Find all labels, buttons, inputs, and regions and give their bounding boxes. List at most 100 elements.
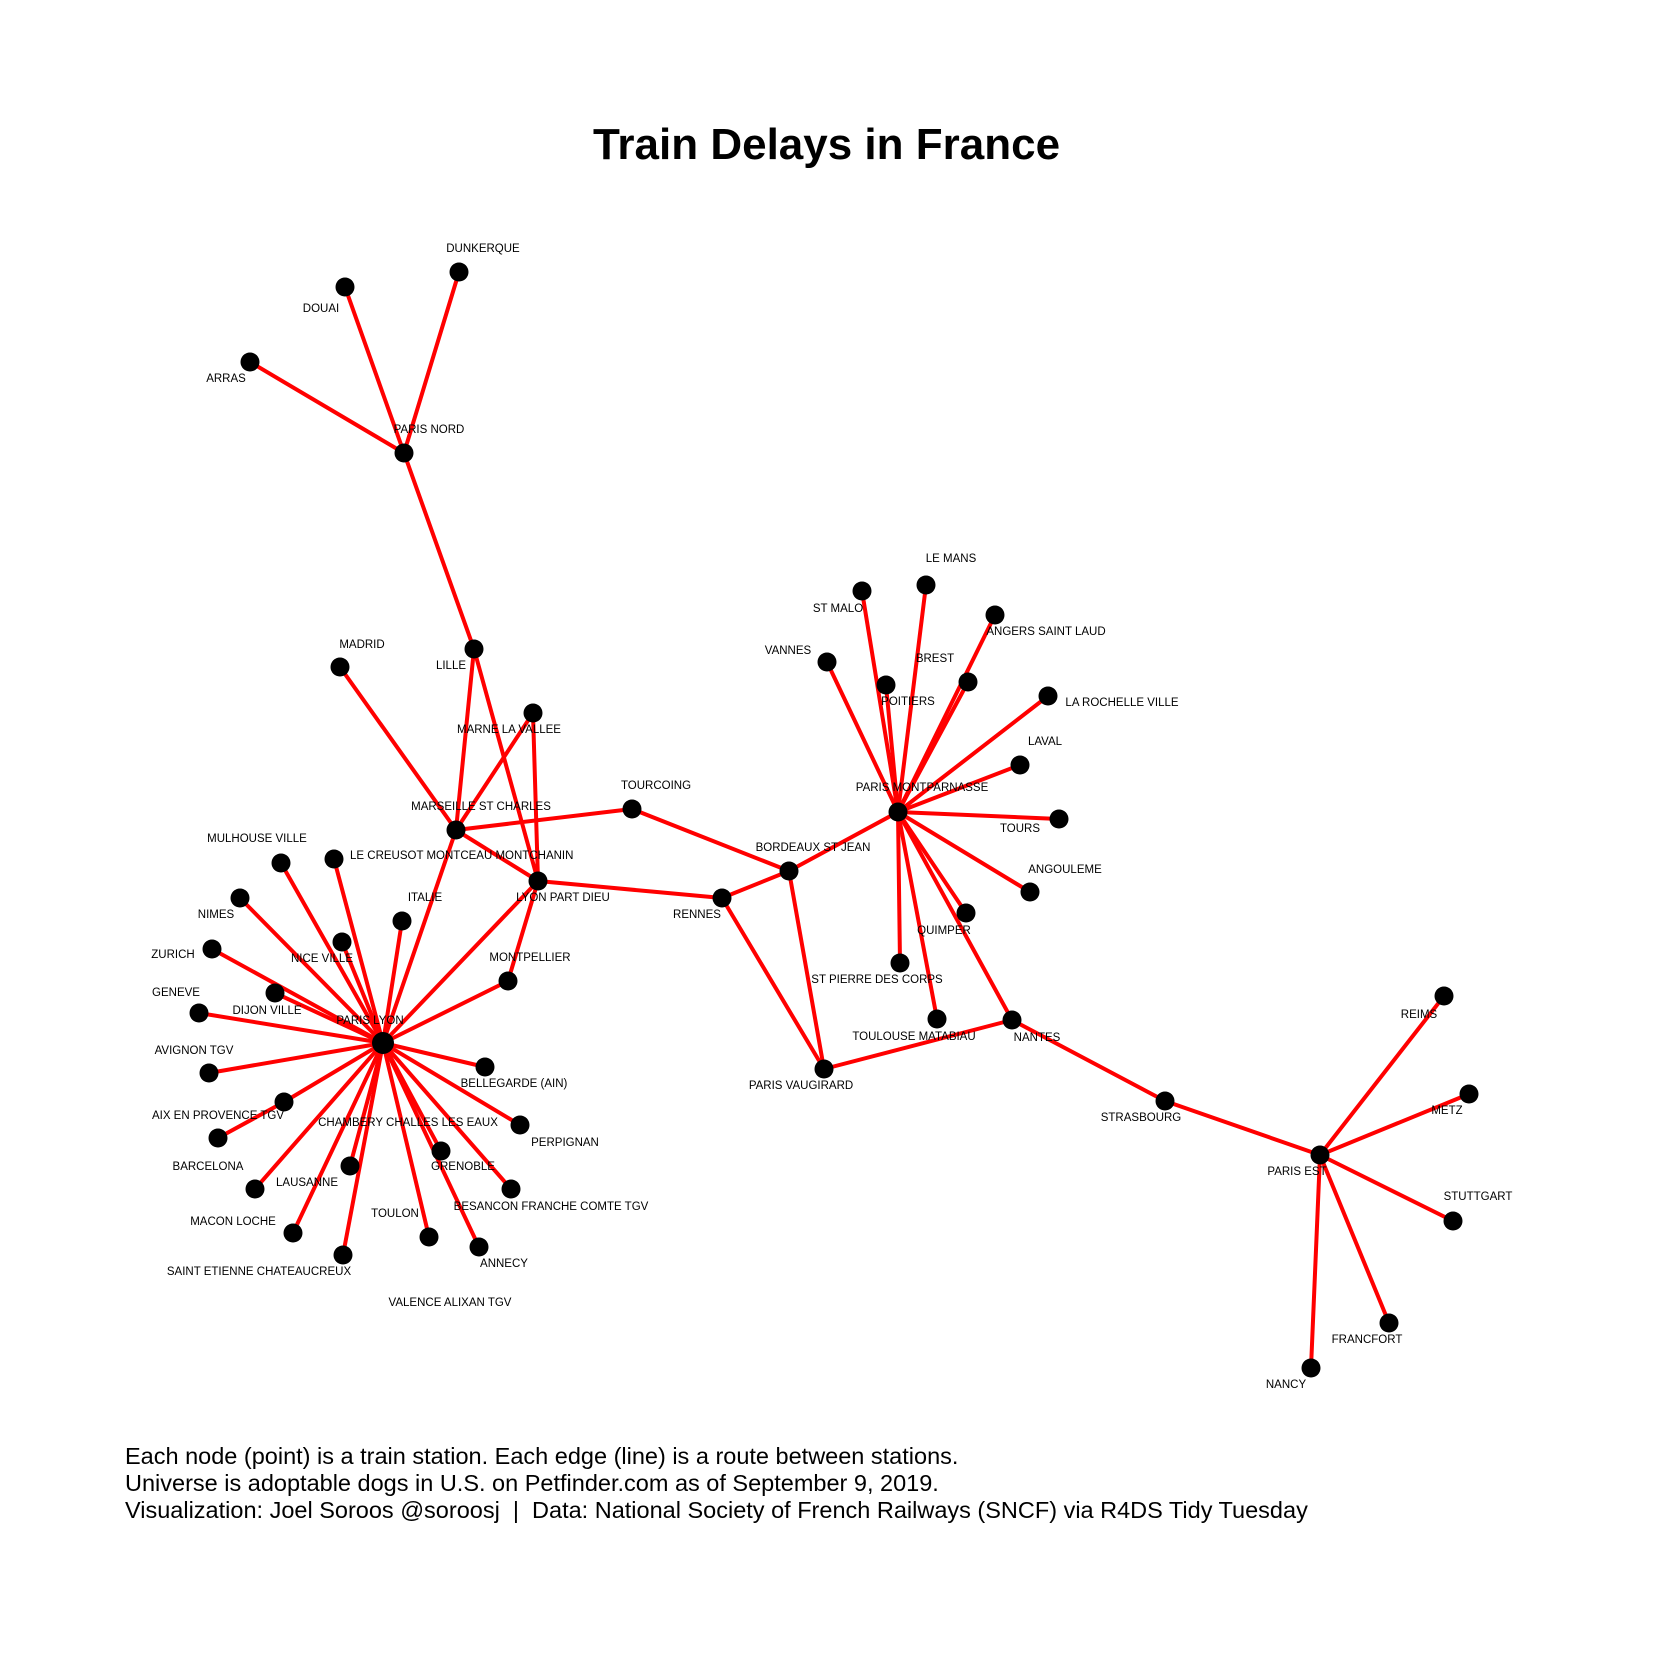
node-reims [1434, 986, 1454, 1006]
edge-marne-la-vallee-to-lyon-part-dieu [531, 711, 540, 883]
edge-paris-est-to-stuttgart [1318, 1153, 1455, 1223]
edge-paris-nord-to-lille [402, 451, 476, 651]
node-label-le-mans: LE MANS [926, 553, 977, 565]
node-label-st-malo: ST MALO [813, 603, 863, 615]
node-bellegarde-ain [475, 1057, 495, 1077]
node-douai [335, 277, 355, 297]
node-nice-ville [332, 932, 352, 952]
node-label-lyon-part-dieu: LYON PART DIEU [516, 892, 610, 904]
node-label-bordeaux-st-jean: BORDEAUX ST JEAN [756, 842, 871, 854]
node-rennes [712, 888, 732, 908]
node-poitiers [876, 675, 896, 695]
edge-marseille-st-charles-to-tourcoing [454, 807, 634, 832]
edge-paris-lyon-to-dijon-ville [273, 991, 385, 1045]
edge-aix-en-provence-tgv-to-barcelona [216, 1100, 286, 1140]
node-paris-nord [394, 443, 414, 463]
edge-paris-lyon-to-saint-etienne-chateaucreux [291, 1041, 385, 1235]
node-label-metz: METZ [1431, 1105, 1462, 1117]
node-tourcoing [622, 799, 642, 819]
edge-bordeaux-st-jean-to-paris-vaugirard [787, 869, 826, 1071]
node-lille [464, 639, 484, 659]
node-label-angers-saint-laud: ANGERS SAINT LAUD [986, 626, 1105, 638]
node-label-quimper: QUIMPER [917, 925, 971, 937]
edge-paris-nord-to-dunkerque [402, 270, 461, 455]
node-label-poitiers: POITIERS [881, 696, 935, 708]
node-label-nimes: NIMES [198, 909, 235, 921]
node-toulouse-matabiau [927, 1009, 947, 1029]
node-label-rennes: RENNES [673, 909, 721, 921]
node-label-barcelona: BARCELONA [173, 1161, 244, 1173]
edge-paris-montparnasse-to-angouleme [896, 810, 1032, 894]
edge-paris-lyon-to-bellegarde-ain [381, 1041, 487, 1069]
edge-paris-montparnasse-to-la-rochelle-ville [896, 694, 1050, 814]
edge-paris-lyon-to-annecy [381, 1041, 481, 1249]
node-label-marne-la-vallee: MARNE LA VALLEE [457, 724, 561, 736]
edge-paris-lyon-to-besancon-franche-comte-tgv [381, 1041, 513, 1191]
node-barcelona [208, 1128, 228, 1148]
node-montpellier [498, 971, 518, 991]
node-label-paris-nord: PARIS NORD [394, 424, 465, 436]
caption-line-1: Each node (point) is a train station. Ea… [125, 1443, 959, 1469]
node-label-lausanne: LAUSANNE [276, 1177, 338, 1189]
node-nancy [1301, 1358, 1321, 1378]
node-vannes [817, 652, 837, 672]
node-francfort [1379, 1313, 1399, 1333]
edge-paris-lyon-to-toulon [381, 1041, 431, 1239]
node-label-vannes: VANNES [765, 645, 812, 657]
edge-paris-lyon-to-mulhouse-ville [279, 861, 385, 1045]
node-label-laval: LAVAL [1028, 736, 1063, 748]
node-label-geneve: GENEVE [152, 987, 200, 999]
node-label-italie: ITALIE [408, 892, 443, 904]
node-label-macon-loche: MACON LOCHE [190, 1216, 276, 1228]
node-quimper [956, 903, 976, 923]
edge-paris-lyon-to-nimes [238, 896, 385, 1045]
node-brest [958, 672, 978, 692]
edge-bordeaux-st-jean-to-paris-montparnasse [787, 810, 900, 873]
edge-paris-lyon-to-montpellier [381, 979, 510, 1045]
edge-paris-lyon-to-le-creusot-montceau-montchanin [332, 857, 385, 1045]
edge-rennes-to-bordeaux-st-jean [720, 869, 791, 900]
node-angers-saint-laud [985, 605, 1005, 625]
node-strasbourg [1155, 1091, 1175, 1111]
caption-line-3: Visualization: Joel Soroos @soroosj | Da… [125, 1497, 1308, 1523]
node-metz [1459, 1084, 1479, 1104]
node-paris-est [1310, 1145, 1330, 1165]
node-zurich [202, 939, 222, 959]
node-perpignan [510, 1115, 530, 1135]
edge-paris-nord-to-douai [343, 285, 406, 455]
edge-marne-la-vallee-to-marseille-st-charles [454, 711, 535, 832]
node-avignon-tgv [199, 1063, 219, 1083]
edge-paris-montparnasse-to-st-pierre-des-corps [896, 810, 902, 965]
node-label-besancon-franche-comte-tgv: BESANCON FRANCHE COMTE TGV [454, 1201, 649, 1213]
node-le-creusot-montceau-montchanin [324, 849, 344, 869]
node-label-mulhouse-ville: MULHOUSE VILLE [207, 833, 307, 845]
node-label-reims: REIMS [1401, 1009, 1438, 1021]
node-aix-en-provence-tgv [274, 1092, 294, 1112]
node-paris-montparnasse [888, 802, 908, 822]
node-label-chambery-challes-les-eaux: CHAMBERY CHALLES LES EAUX [318, 1117, 498, 1129]
node-angouleme [1020, 882, 1040, 902]
node-italie [392, 911, 412, 931]
edge-paris-lyon-to-zurich [210, 947, 385, 1045]
edge-paris-lyon-to-macon-loche [253, 1041, 385, 1191]
edge-paris-montparnasse-to-laval [896, 763, 1022, 814]
edge-paris-montparnasse-to-poitiers [884, 683, 900, 814]
node-st-malo [852, 581, 872, 601]
node-label-grenoble: GRENOBLE [431, 1161, 495, 1173]
node-label-madrid: MADRID [339, 639, 384, 651]
edge-madrid-to-marseille-st-charles [338, 665, 458, 832]
edge-marseille-st-charles-to-paris-lyon [381, 828, 458, 1045]
edge-paris-montparnasse-to-toulouse-matabiau [896, 810, 939, 1021]
edge-paris-lyon-to-nice-ville [340, 940, 385, 1045]
node-valence-alixan-tgv [333, 1245, 353, 1265]
node-st-pierre-des-corps [890, 953, 910, 973]
node-label-nice-ville: NICE VILLE [291, 953, 353, 965]
node-dunkerque [449, 262, 469, 282]
edge-layer [197, 270, 1471, 1370]
node-label-tours: TOURS [1000, 823, 1040, 835]
node-grenoble [431, 1141, 451, 1161]
edge-paris-est-to-nancy [1309, 1153, 1322, 1370]
node-madrid [330, 657, 350, 677]
edge-tourcoing-to-bordeaux-st-jean [630, 807, 791, 873]
